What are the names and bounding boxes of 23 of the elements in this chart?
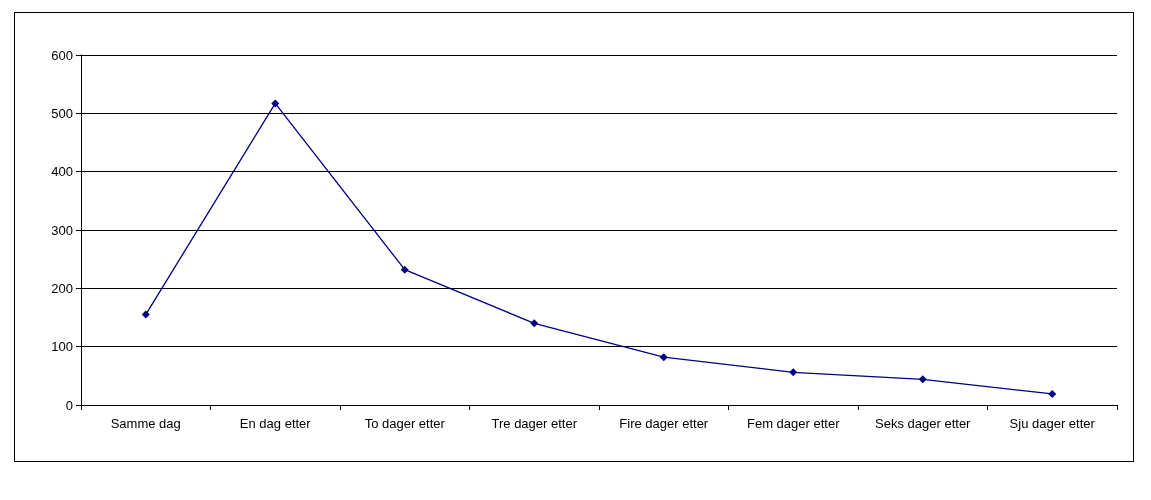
x-tick-label: Fire dager etter: [619, 415, 709, 431]
y-tick-label: 500: [51, 105, 73, 121]
y-tick-label: 400: [51, 164, 73, 180]
point: [271, 99, 280, 108]
x-tick-label: Fem dager etter: [747, 415, 841, 431]
x-tick-label: To dager etter: [364, 415, 446, 431]
point: [1048, 389, 1057, 398]
y-tick-label: 200: [51, 280, 73, 296]
point: [141, 310, 150, 319]
x-tick-label: Seks dager etter: [875, 415, 972, 431]
point: [789, 368, 798, 377]
y-tick-label: 100: [51, 339, 73, 355]
x-tick-label: En dag etter: [239, 415, 312, 431]
point: [918, 375, 927, 384]
y-tick-label: 300: [51, 222, 73, 238]
x-tick-label: Tre dager etter: [491, 415, 578, 431]
y-tick-label: 600: [51, 47, 73, 63]
point: [659, 353, 668, 362]
y-tick-label: 0: [65, 397, 73, 413]
point: [530, 319, 539, 328]
x-tick-label: Samme dag: [110, 415, 181, 431]
point: [400, 265, 409, 274]
x-tick-label: Sju dager etter: [1009, 415, 1096, 431]
